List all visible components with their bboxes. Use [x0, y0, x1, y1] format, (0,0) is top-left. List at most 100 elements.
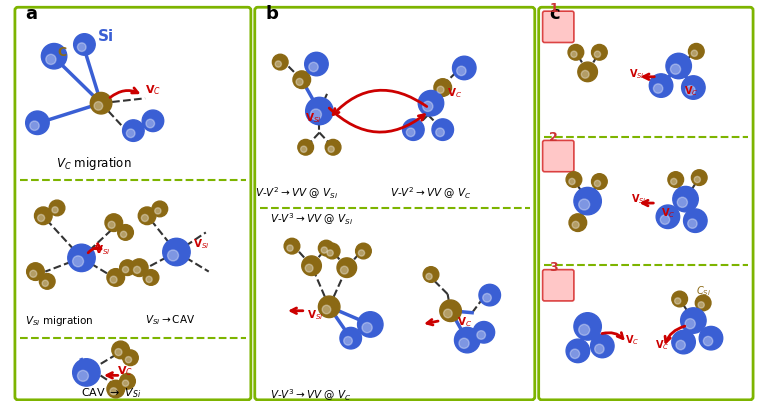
Circle shape: [685, 319, 695, 329]
Circle shape: [672, 291, 687, 307]
Circle shape: [340, 266, 348, 274]
FancyBboxPatch shape: [543, 269, 574, 301]
Circle shape: [110, 388, 117, 395]
Text: Si: Si: [98, 29, 114, 44]
Circle shape: [670, 179, 677, 185]
Circle shape: [146, 276, 152, 282]
Circle shape: [118, 225, 134, 240]
Text: $C_{Si}$: $C_{Si}$: [696, 284, 710, 298]
Circle shape: [649, 74, 673, 97]
Text: $V$-$V^2\rightarrow VV$ @ $V_{Si}$: $V$-$V^2\rightarrow VV$ @ $V_{Si}$: [255, 185, 339, 201]
Circle shape: [673, 186, 698, 212]
Text: 2: 2: [549, 131, 558, 144]
Text: $\mathbf{V}_{Si}$: $\mathbf{V}_{Si}$: [305, 111, 322, 125]
Circle shape: [594, 344, 604, 354]
Circle shape: [73, 359, 100, 386]
Circle shape: [49, 200, 65, 216]
Circle shape: [356, 243, 371, 259]
Circle shape: [142, 110, 164, 132]
Circle shape: [337, 258, 356, 278]
Circle shape: [302, 256, 321, 276]
Circle shape: [123, 120, 144, 141]
Circle shape: [359, 250, 365, 256]
Circle shape: [68, 244, 95, 271]
Circle shape: [594, 51, 601, 57]
Circle shape: [120, 373, 135, 389]
FancyBboxPatch shape: [538, 7, 753, 400]
Circle shape: [666, 53, 691, 79]
Circle shape: [296, 78, 303, 85]
Text: $V_{Si}$ migration: $V_{Si}$ migration: [25, 314, 93, 328]
Circle shape: [107, 380, 124, 398]
Circle shape: [131, 259, 148, 276]
Circle shape: [686, 86, 695, 95]
Circle shape: [687, 219, 697, 228]
Circle shape: [479, 284, 501, 306]
Circle shape: [154, 208, 161, 214]
Circle shape: [459, 338, 469, 348]
Text: c: c: [549, 5, 560, 23]
Text: 1: 1: [549, 2, 558, 15]
Circle shape: [107, 269, 124, 286]
Text: b: b: [266, 5, 279, 23]
Circle shape: [326, 139, 341, 155]
Circle shape: [38, 215, 45, 221]
Circle shape: [300, 146, 307, 152]
Circle shape: [163, 238, 190, 266]
Circle shape: [35, 207, 52, 225]
Circle shape: [42, 280, 48, 286]
Circle shape: [105, 214, 123, 231]
Circle shape: [591, 44, 607, 60]
Circle shape: [568, 44, 584, 60]
Circle shape: [328, 146, 334, 152]
Text: $\mathbf{V}_{C}$: $\mathbf{V}_{C}$: [457, 316, 472, 329]
Circle shape: [120, 260, 135, 276]
Circle shape: [167, 250, 178, 261]
Text: $V$-$V^3\rightarrow VV$ @ $V_{Si}$: $V$-$V^3\rightarrow VV$ @ $V_{Si}$: [270, 211, 353, 227]
Circle shape: [138, 207, 156, 225]
Circle shape: [699, 326, 723, 350]
Circle shape: [340, 327, 362, 349]
Circle shape: [298, 139, 313, 155]
Circle shape: [91, 93, 112, 114]
Text: $\mathbf{V}_{C}$: $\mathbf{V}_{C}$: [684, 84, 699, 98]
Circle shape: [440, 300, 462, 322]
Circle shape: [110, 276, 117, 283]
Circle shape: [52, 207, 58, 213]
Text: 3: 3: [549, 261, 558, 274]
Circle shape: [579, 324, 590, 335]
Text: $V_C$ migration: $V_C$ migration: [56, 156, 132, 173]
Circle shape: [698, 302, 704, 308]
Circle shape: [594, 180, 601, 187]
FancyBboxPatch shape: [543, 141, 574, 172]
Text: a: a: [25, 5, 38, 23]
Circle shape: [569, 179, 575, 185]
Text: $\mathbf{V}_{C}$: $\mathbf{V}_{C}$: [118, 364, 134, 378]
Circle shape: [684, 209, 707, 232]
Circle shape: [275, 61, 281, 67]
Circle shape: [668, 172, 684, 187]
Circle shape: [688, 44, 704, 59]
Circle shape: [123, 350, 138, 366]
Circle shape: [680, 308, 706, 333]
Circle shape: [691, 170, 707, 185]
Circle shape: [309, 62, 318, 72]
FancyBboxPatch shape: [15, 7, 251, 400]
Circle shape: [660, 215, 670, 224]
Circle shape: [570, 349, 580, 358]
Circle shape: [74, 34, 95, 55]
Circle shape: [121, 231, 127, 238]
Circle shape: [483, 293, 492, 302]
Text: $V$-$V^3\rightarrow VV$ @ $V_C$: $V$-$V^3\rightarrow VV$ @ $V_C$: [270, 387, 352, 403]
Circle shape: [581, 70, 589, 78]
Circle shape: [146, 119, 154, 128]
Circle shape: [452, 56, 476, 80]
Circle shape: [122, 267, 129, 273]
Circle shape: [293, 71, 310, 88]
Circle shape: [152, 201, 167, 217]
Text: $\mathbf{V}_{C}$: $\mathbf{V}_{C}$: [655, 338, 669, 352]
Circle shape: [656, 205, 680, 229]
Circle shape: [676, 340, 685, 350]
Circle shape: [473, 322, 495, 343]
Circle shape: [143, 269, 159, 285]
